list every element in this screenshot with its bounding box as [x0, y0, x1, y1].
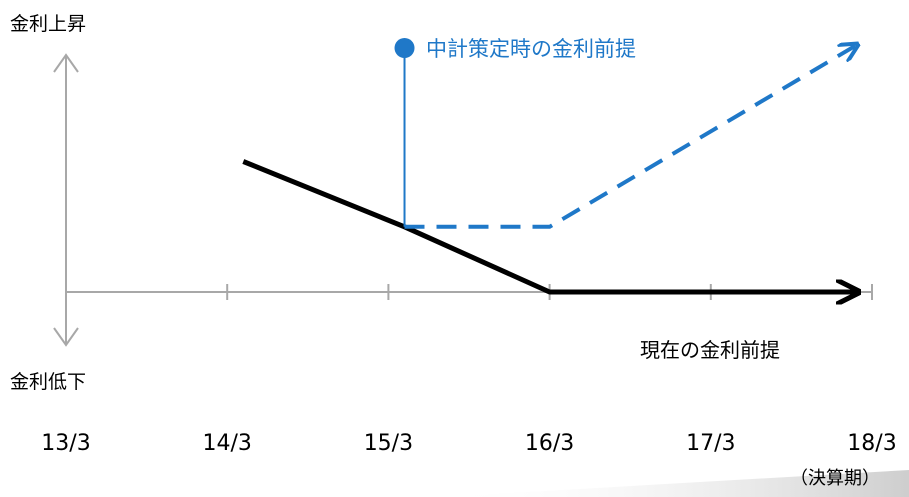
y-axis [53, 53, 79, 347]
x-tick-label: 13/3 [41, 431, 90, 456]
legend-dot-icon [394, 38, 415, 58]
series-line-plan [404, 46, 856, 229]
x-tick-label: 17/3 [686, 431, 735, 456]
y-bottom-label: 金利低下 [10, 371, 86, 393]
series-line-current [242, 159, 856, 293]
series-current-label: 現在の金利前提 [640, 338, 780, 362]
x-tick-label: 14/3 [202, 431, 251, 456]
x-tick-label: 18/3 [847, 431, 896, 456]
series-plan-label: 中計策定時の金利前提 [426, 37, 636, 61]
y-top-label: 金利上昇 [10, 13, 86, 35]
x-tick-label: 15/3 [364, 431, 413, 456]
decorative-shadow [440, 470, 909, 497]
x-note-label: （決算期） [790, 468, 880, 489]
x-tick-label: 16/3 [525, 431, 574, 456]
